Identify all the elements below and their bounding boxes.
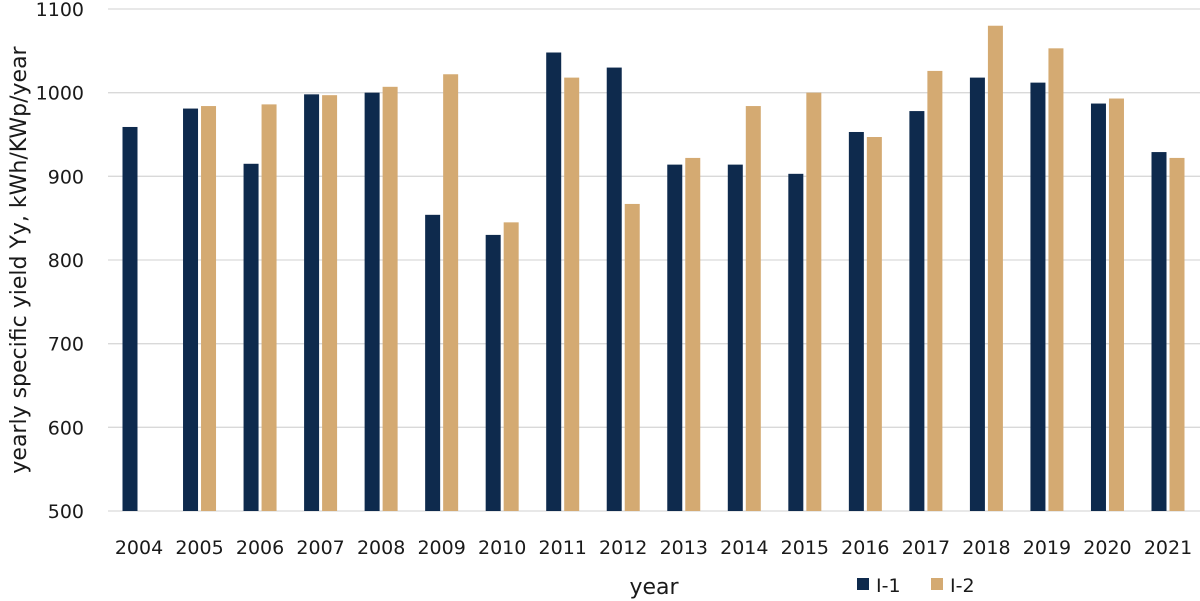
bar-I-2-2019 <box>1048 48 1064 511</box>
x-tick-label: 2006 <box>236 537 284 559</box>
x-tick-label: 2007 <box>296 537 344 559</box>
bar-I-1-2008 <box>364 92 380 512</box>
bar-I-2-2012 <box>624 203 640 511</box>
x-axis-tick-labels: 2004 2005 2006 2007 2008 2009 2010 2011 2012 2013… <box>115 537 1192 559</box>
bar-I-2-2011 <box>564 77 580 512</box>
bar-I-2-2007 <box>322 95 338 511</box>
bar-I-2-2008 <box>382 86 398 511</box>
y-tick-label: 900 <box>48 166 84 188</box>
bar-I-2-2014 <box>745 106 761 511</box>
bar-I-1-2013 <box>667 164 683 511</box>
bar-I-2-2005 <box>201 106 217 511</box>
bar-I-2-2021 <box>1169 157 1185 511</box>
legend: I-1 I-2 <box>857 575 975 597</box>
x-tick-label: 2012 <box>599 537 647 559</box>
bar-I-1-2005 <box>183 108 199 512</box>
y-tick-label: 800 <box>48 250 84 272</box>
bar-I-1-2007 <box>304 94 320 511</box>
x-tick-label: 2021 <box>1144 537 1192 559</box>
x-tick-label: 2019 <box>1023 537 1071 559</box>
bars <box>122 25 1185 512</box>
x-tick-label: 2013 <box>660 537 708 559</box>
x-tick-label: 2015 <box>781 537 829 559</box>
bar-I-2-2013 <box>685 157 701 511</box>
x-tick-label: 2009 <box>417 537 465 559</box>
bar-I-2-2018 <box>987 25 1003 511</box>
bar-I-1-2010 <box>485 234 501 511</box>
y-axis-title: yearly specific yield Yy, kWh/KWp/year <box>7 45 32 473</box>
bar-I-1-2015 <box>788 173 804 511</box>
x-tick-label: 2008 <box>357 537 405 559</box>
y-tick-label: 1100 <box>36 0 84 21</box>
legend-label-I-2: I-2 <box>950 575 975 597</box>
y-tick-label: 600 <box>48 417 84 439</box>
bar-I-1-2018 <box>969 77 985 512</box>
bar-I-2-2015 <box>806 92 822 512</box>
bar-I-2-2016 <box>866 137 882 511</box>
x-tick-label: 2004 <box>115 537 163 559</box>
bar-I-1-2011 <box>546 52 562 512</box>
x-tick-label: 2010 <box>478 537 526 559</box>
bar-I-2-2020 <box>1108 98 1124 512</box>
legend-label-I-1: I-1 <box>876 575 901 597</box>
bar-I-1-2014 <box>727 164 743 511</box>
bar-I-2-2009 <box>443 74 459 511</box>
bar-I-1-2009 <box>425 214 441 511</box>
x-tick-label: 2017 <box>902 537 950 559</box>
bar-I-2-2010 <box>503 222 519 511</box>
bar-I-1-2019 <box>1030 82 1046 512</box>
legend-swatch-I-2 <box>931 578 943 590</box>
bar-I-2-2006 <box>261 104 277 511</box>
bar-I-1-2006 <box>243 163 259 512</box>
x-tick-label: 2011 <box>539 537 587 559</box>
x-tick-label: 2020 <box>1083 537 1131 559</box>
bar-I-1-2012 <box>606 67 622 512</box>
legend-swatch-I-1 <box>857 578 869 590</box>
x-axis-title: year <box>629 575 679 600</box>
x-tick-label: 2005 <box>175 537 223 559</box>
bar-I-1-2020 <box>1090 103 1106 511</box>
x-tick-label: 2014 <box>720 537 768 559</box>
x-tick-label: 2018 <box>962 537 1010 559</box>
x-tick-label: 2016 <box>841 537 889 559</box>
y-tick-label: 1000 <box>36 83 84 105</box>
bar-I-1-2017 <box>909 111 925 511</box>
y-tick-label: 700 <box>48 334 84 356</box>
bar-I-2-2017 <box>927 70 943 511</box>
y-tick-label: 500 <box>48 501 84 523</box>
y-axis-tick-labels: 500 600 700 800 900 1000 1100 <box>36 0 84 523</box>
bar-I-1-2004 <box>122 126 138 511</box>
bar-I-1-2016 <box>848 131 864 512</box>
gridlines <box>108 8 1200 512</box>
bar-I-1-2021 <box>1151 152 1167 511</box>
